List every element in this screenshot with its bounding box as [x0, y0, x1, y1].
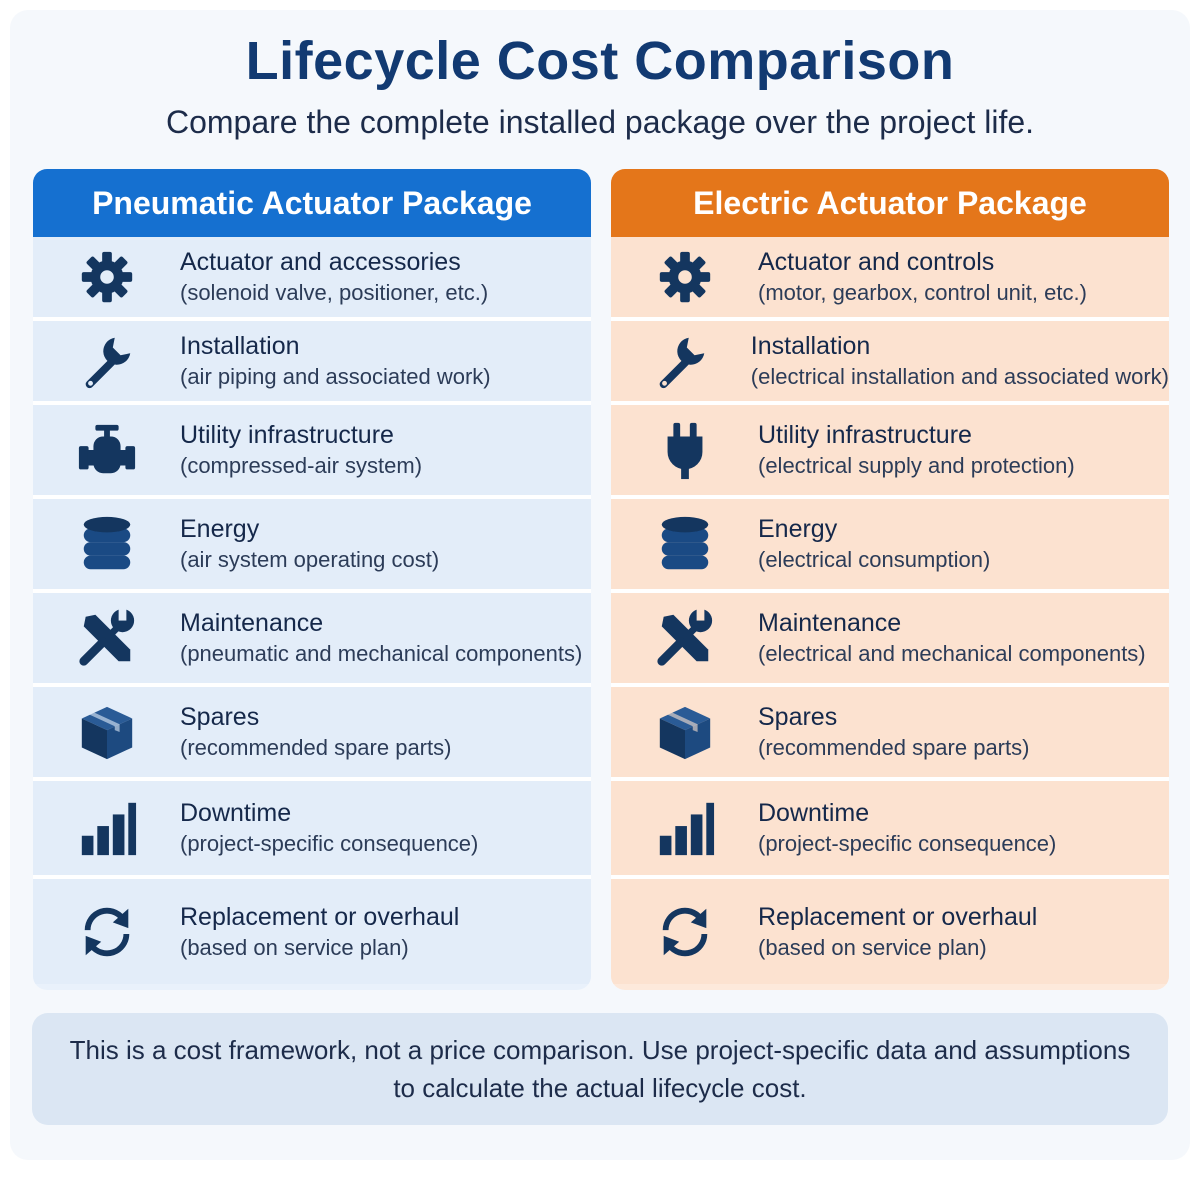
list-item: Energy (electrical consumption) [611, 499, 1169, 593]
item-title: Replacement or overhaul [180, 902, 460, 931]
list-item: Maintenance (electrical and mechanical co… [611, 593, 1169, 687]
bar-chart-icon [33, 797, 180, 859]
box-icon [33, 701, 180, 763]
list-item: Utility infrastructure (compressed-air sy… [33, 405, 591, 499]
refresh-icon [611, 901, 758, 963]
tools-icon [611, 607, 758, 669]
list-item: Energy (air system operating cost) [33, 499, 591, 593]
list-item: Replacement or overhaul (based on service… [611, 879, 1169, 984]
page-subtitle: Compare the complete installed package o… [165, 104, 1035, 140]
item-description: (recommended spare parts) [180, 735, 452, 760]
pneumatic-column-header: Pneumatic Actuator Package [33, 169, 591, 237]
item-description: (air system operating cost) [180, 547, 440, 572]
list-item: Downtime (project-specific consequence) [33, 781, 591, 879]
list-item: Installation (electrical installation and… [611, 321, 1169, 405]
gear-icon [611, 246, 758, 308]
item-description: (electrical consumption) [758, 547, 991, 572]
item-description: (motor, gearbox, control unit, etc.) [758, 280, 1087, 305]
electric-rows: Actuator and controls (motor, gearbox, co… [611, 237, 1169, 984]
item-title: Energy [758, 515, 838, 543]
item-title: Energy [180, 515, 260, 543]
tools-icon [33, 607, 180, 669]
electric-column-header: Electric Actuator Package [611, 169, 1169, 237]
item-title: Actuator and accessories [180, 248, 461, 276]
item-description: (electrical supply and protection) [758, 453, 1075, 478]
page-title: Lifecycle Cost Comparison [245, 31, 955, 91]
wrench-icon [611, 330, 751, 392]
list-item: Actuator and accessories (solenoid valve,… [33, 237, 591, 321]
pneumatic-rows: Actuator and accessories (solenoid valve,… [33, 237, 591, 984]
list-item: Downtime (project-specific consequence) [611, 781, 1169, 879]
list-item: Maintenance (pneumatic and mechanical com… [33, 593, 591, 687]
item-title: Replacement or overhaul [758, 902, 1038, 931]
list-item: Installation (air piping and associated w… [33, 321, 591, 405]
item-title: Actuator and controls [758, 248, 995, 276]
pneumatic-column: Pneumatic Actuator Package Actuator and … [33, 169, 591, 990]
item-title: Utility infrastructure [180, 421, 394, 449]
valve-icon [33, 419, 180, 481]
item-title: Downtime [180, 799, 292, 827]
item-description: (air piping and associated work) [180, 364, 491, 389]
item-title: Utility infrastructure [758, 421, 972, 449]
footer-note: This is a cost framework, not a price co… [32, 1013, 1168, 1125]
item-title: Spares [180, 703, 260, 731]
item-description: (based on service plan) [758, 934, 987, 960]
gear-icon [33, 246, 180, 308]
electric-column: Electric Actuator Package Actuator and c… [611, 169, 1169, 990]
item-description: (project-specific consequence) [180, 831, 479, 856]
item-description: (electrical and mechanical components) [758, 641, 1146, 666]
plug-icon [611, 419, 758, 481]
footer-line-2: to calculate the actual lifecycle cost. [393, 1073, 807, 1103]
bar-chart-icon [611, 797, 758, 859]
item-title: Spares [758, 703, 838, 731]
item-description: (compressed-air system) [180, 453, 423, 478]
box-icon [611, 701, 758, 763]
database-icon [33, 513, 180, 575]
list-item: Utility infrastructure (electrical supply… [611, 405, 1169, 499]
item-description: (solenoid valve, positioner, etc.) [180, 280, 489, 305]
list-item: Spares (recommended spare parts) [611, 687, 1169, 781]
item-description: (pneumatic and mechanical components) [180, 641, 583, 666]
item-description: (electrical installation and associated … [750, 364, 1169, 389]
database-icon [611, 513, 758, 575]
wrench-icon [33, 330, 180, 392]
list-item: Spares (recommended spare parts) [33, 687, 591, 781]
item-title: Downtime [758, 799, 870, 827]
item-title: Maintenance [180, 609, 324, 637]
item-title: Maintenance [758, 609, 902, 637]
refresh-icon [33, 901, 180, 963]
item-description: (based on service plan) [180, 934, 409, 960]
item-title: Installation [180, 332, 300, 360]
footer-line-1: This is a cost framework, not a price co… [69, 1035, 1131, 1065]
item-description: (project-specific consequence) [758, 831, 1057, 856]
list-item: Actuator and controls (motor, gearbox, co… [611, 237, 1169, 321]
item-title: Installation [750, 332, 871, 360]
item-description: (recommended spare parts) [758, 735, 1030, 760]
list-item: Replacement or overhaul (based on service… [33, 879, 591, 984]
